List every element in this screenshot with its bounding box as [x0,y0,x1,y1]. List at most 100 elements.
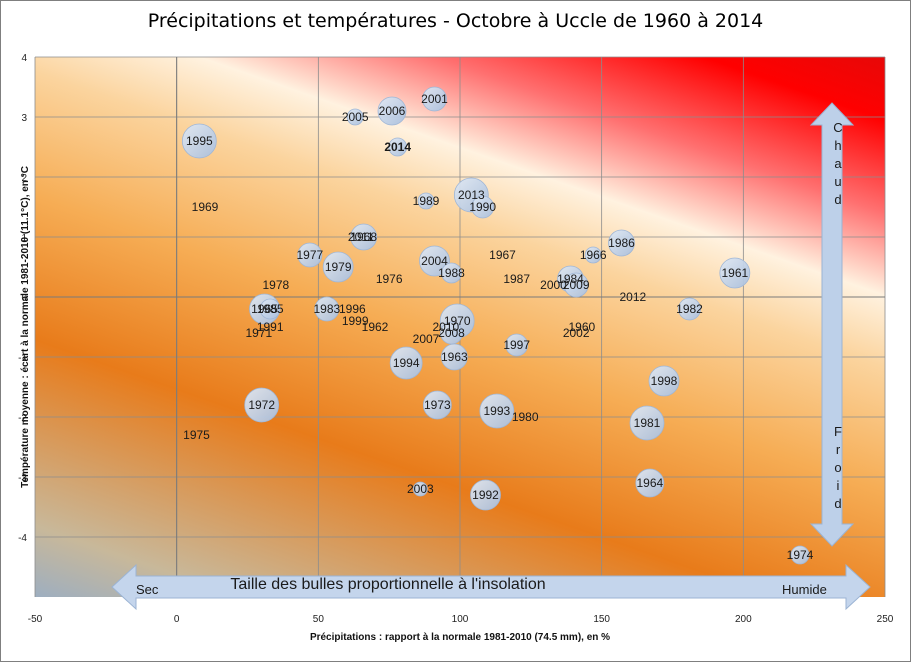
arrow-letter: h [834,138,841,153]
bubble-label: 1961 [721,266,748,280]
bubble [790,545,810,565]
bubble-label: 1986 [608,236,635,250]
bubble-label: 1967 [489,248,516,262]
bubble [678,297,701,321]
bubble-label: 1979 [325,260,352,274]
bubble [441,262,462,284]
bubble-label: 1963 [441,350,468,364]
bubble-label: 1975 [183,428,210,442]
x-tick-label: 100 [452,614,469,625]
bubble [440,343,468,371]
y-tick-label: 2 [21,173,27,184]
y-axis-title: Température moyenne : écart à la normale… [20,166,31,488]
bubble-label: 1988 [438,266,465,280]
y-tick-label: 0 [21,293,27,304]
bubble-label: 1964 [636,476,663,490]
chart-title: Précipitations et températures - Octobre… [147,10,764,32]
bubble-label: 1991 [257,320,284,334]
bubble-label: 1974 [787,548,814,562]
bubble-label: 2011 [348,230,374,244]
bubble [419,245,450,277]
bubble-label: 1971 [245,326,272,340]
axes [35,57,885,597]
arrow-letter: C [833,120,842,135]
bubble [479,393,515,429]
horizontal-arrow: Sec Taille des bulles proportionnelle à … [111,563,871,611]
bubble [259,298,281,320]
bubble-label: 2007 [413,332,440,346]
bubble-label: 1996 [339,302,366,316]
bubble [635,468,665,498]
bubble [648,365,680,397]
bubble [505,333,529,357]
bubble [346,108,364,126]
arrow-letter: a [834,156,842,171]
x-axis-title: Précipitations : rapport à la normale 19… [310,632,610,643]
bubble-label: 1990 [469,200,496,214]
bubble-label: 1984 [557,272,584,286]
x-tick-label: 150 [593,614,610,625]
bubble [181,123,217,159]
bubble-label: 1966 [580,248,607,262]
bubble-label: 1999 [342,314,369,328]
arrow-letter: r [836,442,841,457]
bubble-label: 2006 [379,104,406,118]
bubble [719,257,751,289]
bubble [608,229,635,257]
bubble-label: 1969 [192,200,219,214]
bubble-label: 1982 [676,302,703,316]
bubble [388,137,408,157]
sec-label: Sec [136,582,159,597]
bubbles [181,86,810,565]
y-tick-label: -2 [18,413,27,424]
bubble-label: 2003 [407,482,434,496]
bubble [350,223,378,251]
bubble-label: 1987 [503,272,530,286]
size-note: Taille des bulles proportionnelle à l'in… [230,576,545,593]
bubble [412,481,428,497]
arrow-letter: d [834,192,841,207]
bubble-label: 2000 [540,278,567,292]
bubble-label: 2012 [619,290,646,304]
bubble [377,96,407,126]
humide-label: Humide [782,582,827,597]
bubble-label: 1965 [251,302,278,316]
bubble-label: 1983 [313,302,340,316]
bubble-label: 1973 [424,398,451,412]
bubble-label: 1980 [512,410,539,424]
bubble-label: 1997 [503,338,530,352]
y-tick-label: 4 [21,53,27,64]
arrow-letter: d [834,496,841,511]
bubble-label: 2013 [458,188,485,202]
bubble [563,272,589,298]
bubble [471,195,495,219]
y-tick-label: 3 [21,113,27,124]
bubble-label: 2001 [421,92,448,106]
y-tick-label: -3 [18,473,27,484]
x-tick-label: 0 [174,614,180,625]
bubble-label: 2004 [421,254,448,268]
bubble-label: 1995 [186,134,213,148]
bubble [314,296,340,322]
bubble [470,479,501,511]
bubble-label: 2014 [384,140,411,154]
arrow-letter: u [834,174,841,189]
bubble-label: 1968 [350,230,377,244]
y-tick-label: 1 [21,233,27,244]
bubble-label: 2008 [438,326,465,340]
bubble-label: 1978 [262,278,289,292]
bubble-label: 2010 [432,320,459,334]
x-tick-label: 250 [877,614,894,625]
arrow-letter: F [834,424,842,439]
bubble-label: 1970 [444,314,471,328]
x-tick-label: 200 [735,614,752,625]
bubble-label: 1962 [362,320,389,334]
bubble-label: 1998 [651,374,678,388]
arrow-letter: i [837,478,840,493]
bubble-label: 1977 [296,248,323,262]
bubble [322,251,354,283]
